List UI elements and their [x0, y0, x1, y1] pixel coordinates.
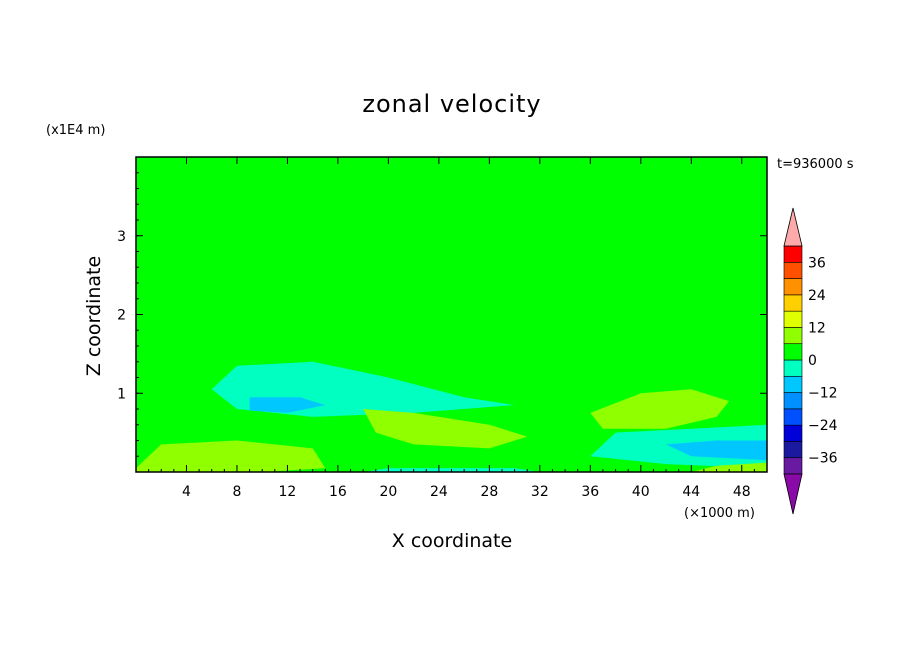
- colorbar-band: [783, 245, 803, 263]
- colorbar-over-triangle: [783, 207, 803, 247]
- colorbar-tick-label: −12: [808, 386, 838, 402]
- y-tick-label: 3: [117, 229, 126, 245]
- colorbar-tick-label: −24: [808, 418, 838, 434]
- contour-region-3: [136, 157, 767, 189]
- colorbar-tick-label: 12: [808, 320, 826, 336]
- x-tick-label: 4: [182, 484, 191, 500]
- colorbar-under-triangle: [783, 473, 803, 515]
- colorbar-tick-label: −36: [808, 451, 838, 467]
- colorbar-band: [783, 457, 803, 475]
- x-tick-label: 8: [232, 484, 241, 500]
- x-axis-ticks: 4 8 12 16 20 24 28 32 36 40 44 48: [148, 157, 755, 500]
- colorbar-band: [783, 424, 803, 442]
- colorbar-band: [783, 294, 803, 312]
- y-axis-label: Z coordinate: [83, 256, 105, 376]
- x-tick-label: 16: [329, 484, 347, 500]
- contour-region-12: [640, 401, 704, 419]
- contour-region-5: [249, 397, 326, 413]
- contour-field: [136, 157, 767, 472]
- y-axis-ticks: 1 2 3: [117, 172, 767, 457]
- colorbar-band: [783, 327, 803, 345]
- colorbar-tick-label: 24: [808, 288, 826, 304]
- colorbar-band: [783, 359, 803, 377]
- x-tick-label: 20: [379, 484, 397, 500]
- x-tick-label: 36: [581, 484, 599, 500]
- x-tick-label: 12: [279, 484, 297, 500]
- colorbar-band: [783, 441, 803, 459]
- colorbar-tick-label: 0: [808, 353, 817, 369]
- contour-region-1: [136, 263, 767, 315]
- colorbar-band: [783, 343, 803, 361]
- contour-region-14: [173, 449, 288, 465]
- chart-title: zonal velocity: [362, 90, 541, 118]
- y-axis-unit: (x1E4 m): [46, 123, 105, 138]
- contour-region-10: [388, 423, 490, 443]
- colorbar-band: [783, 392, 803, 410]
- x-tick-label: 28: [480, 484, 498, 500]
- x-tick-label: 40: [632, 484, 650, 500]
- y-tick-label: 1: [117, 386, 126, 402]
- colorbar-band: [783, 408, 803, 426]
- x-axis-label: X coordinate: [392, 530, 512, 552]
- colorbar-band: [783, 261, 803, 279]
- x-tick-label: 48: [733, 484, 751, 500]
- colorbar-band: [783, 278, 803, 296]
- x-tick-label: 24: [430, 484, 448, 500]
- x-axis-unit: (×1000 m): [684, 506, 755, 521]
- contour-region-7: [666, 440, 767, 461]
- contour-region-15: [691, 462, 767, 472]
- contour-region-0: [136, 188, 767, 244]
- x-tick-label: 32: [531, 484, 549, 500]
- x-tick-label: 44: [682, 484, 700, 500]
- colorbar: 36 24 12 0 −12 −24 −36: [783, 207, 838, 515]
- colorbar-band: [783, 375, 803, 393]
- colorbar-tick-label: 36: [808, 255, 826, 271]
- colorbar-band: [783, 310, 803, 328]
- time-label: t=936000 s: [777, 157, 854, 172]
- y-tick-label: 2: [117, 308, 126, 324]
